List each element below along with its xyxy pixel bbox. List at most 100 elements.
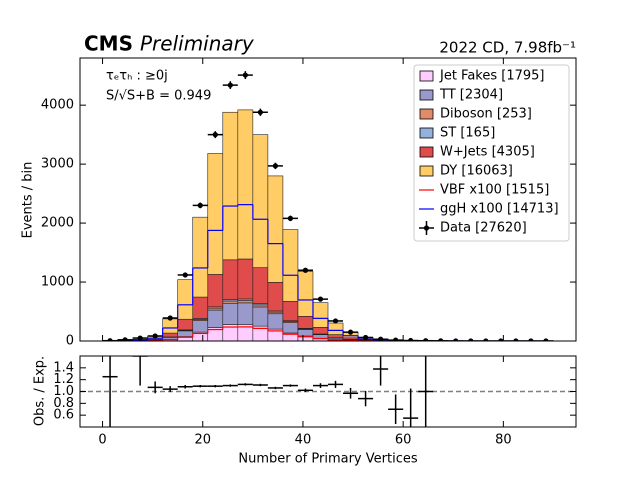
x-tick-label: 40	[295, 433, 312, 448]
data-point	[528, 338, 534, 341]
legend-swatch	[419, 70, 434, 82]
data-point	[152, 333, 158, 339]
y-tick-label: 1.2	[53, 372, 74, 387]
annotation: τₑτₕ : ≥0j	[106, 69, 168, 84]
legend-label: Data [27620]	[440, 221, 527, 236]
stack-bar	[237, 300, 254, 304]
legend-swatch	[423, 225, 430, 231]
y-tick-label: 0.8	[53, 396, 74, 411]
legend-swatch	[419, 127, 434, 139]
stack-bar	[297, 329, 314, 337]
y-tick-label: 0	[66, 334, 74, 349]
data-point	[332, 318, 339, 324]
stack-bar	[252, 134, 269, 268]
stack-bar	[282, 301, 299, 322]
data-point	[468, 338, 474, 341]
y-tick-label: 3000	[41, 157, 74, 172]
y-tick-label: 1.4	[53, 360, 74, 375]
data-point	[287, 215, 294, 221]
stack-bar	[297, 315, 314, 329]
stack-bar	[267, 282, 284, 312]
data-point	[438, 338, 444, 341]
stack-bar	[177, 279, 194, 320]
stack-bar	[267, 313, 284, 330]
annotation: S/√S+B = 0.949	[106, 89, 211, 104]
stack-bar	[312, 327, 329, 335]
legend-swatch	[419, 108, 434, 120]
stack-bar	[237, 258, 254, 300]
data-point	[122, 337, 128, 341]
y-tick-label: 0.6	[53, 408, 74, 423]
legend-label: Diboson [253]	[440, 107, 532, 122]
data-point	[362, 334, 369, 341]
ratio-plot	[80, 356, 576, 427]
stack-bar	[327, 334, 344, 339]
legend-label: ST [165]	[440, 126, 495, 141]
chart-subtitle: Preliminary	[140, 32, 255, 56]
x-tick-label: 20	[194, 433, 211, 448]
stack-bar	[237, 109, 254, 260]
legend-swatch	[419, 165, 434, 177]
data-point	[107, 338, 113, 341]
stack-bar	[312, 334, 329, 339]
stack-bar	[252, 306, 269, 327]
legend-label: Jet Fakes [1795]	[439, 69, 545, 84]
stack-bar	[207, 274, 224, 308]
stack-bar	[192, 320, 209, 333]
data-point	[543, 338, 549, 341]
stack-bar	[222, 302, 239, 325]
legend-label: TT [2304]	[439, 88, 503, 103]
data-point	[408, 337, 414, 341]
stack-bar	[252, 267, 269, 304]
stack-bar	[207, 153, 224, 275]
chart-title: CMS	[84, 32, 133, 56]
data-point	[137, 335, 143, 341]
x-tick-label: 0	[98, 433, 106, 448]
axes-frame	[79, 355, 577, 428]
legend-label: DY [16063]	[440, 164, 513, 179]
stack-bar	[282, 229, 299, 302]
stack-bar	[327, 322, 344, 335]
stack-bar	[192, 216, 209, 298]
data-point	[257, 109, 263, 115]
legend-label: W+Jets [4305]	[440, 145, 535, 160]
data-point	[513, 338, 519, 341]
data-point	[378, 336, 384, 341]
stack-bar	[222, 259, 239, 300]
legend-swatch	[419, 89, 434, 101]
y-tick-label: 4000	[41, 98, 74, 113]
y-tick-label: 1000	[41, 275, 74, 290]
data-point	[272, 163, 278, 169]
stack-bar	[252, 304, 269, 308]
legend-label: VBF x100 [1515]	[440, 183, 549, 198]
legend-swatch	[419, 146, 434, 158]
y-tick-label: 1.0	[53, 384, 74, 399]
data-point	[182, 272, 188, 278]
stack-bar	[162, 318, 178, 334]
lumi-label: 2022 CD, 7.98fb⁻¹	[439, 39, 576, 57]
data-point	[227, 82, 233, 88]
legend-label: ggH x100 [14713]	[440, 202, 559, 217]
stack-bar	[237, 302, 254, 325]
axes-frame	[79, 57, 577, 342]
stack-bar	[312, 302, 329, 328]
x-axis-label: Number of Primary Vertices	[238, 452, 417, 467]
data-point	[347, 329, 354, 335]
stack-bar	[297, 271, 314, 317]
data-point	[393, 337, 399, 341]
y-tick-label: 2000	[41, 216, 74, 231]
stack-bar	[222, 300, 239, 304]
stack-bar	[222, 111, 239, 261]
data-point	[212, 132, 218, 138]
x-tick-label: 60	[395, 433, 412, 448]
data-point	[498, 338, 504, 341]
data-point	[242, 72, 248, 78]
stack-bar	[282, 322, 299, 334]
x-tick-label: 80	[495, 433, 512, 448]
data-point	[483, 338, 489, 341]
data-point	[453, 338, 459, 341]
y-axis-label: Obs. / Exp.	[33, 356, 48, 426]
stack-bar	[207, 309, 224, 328]
